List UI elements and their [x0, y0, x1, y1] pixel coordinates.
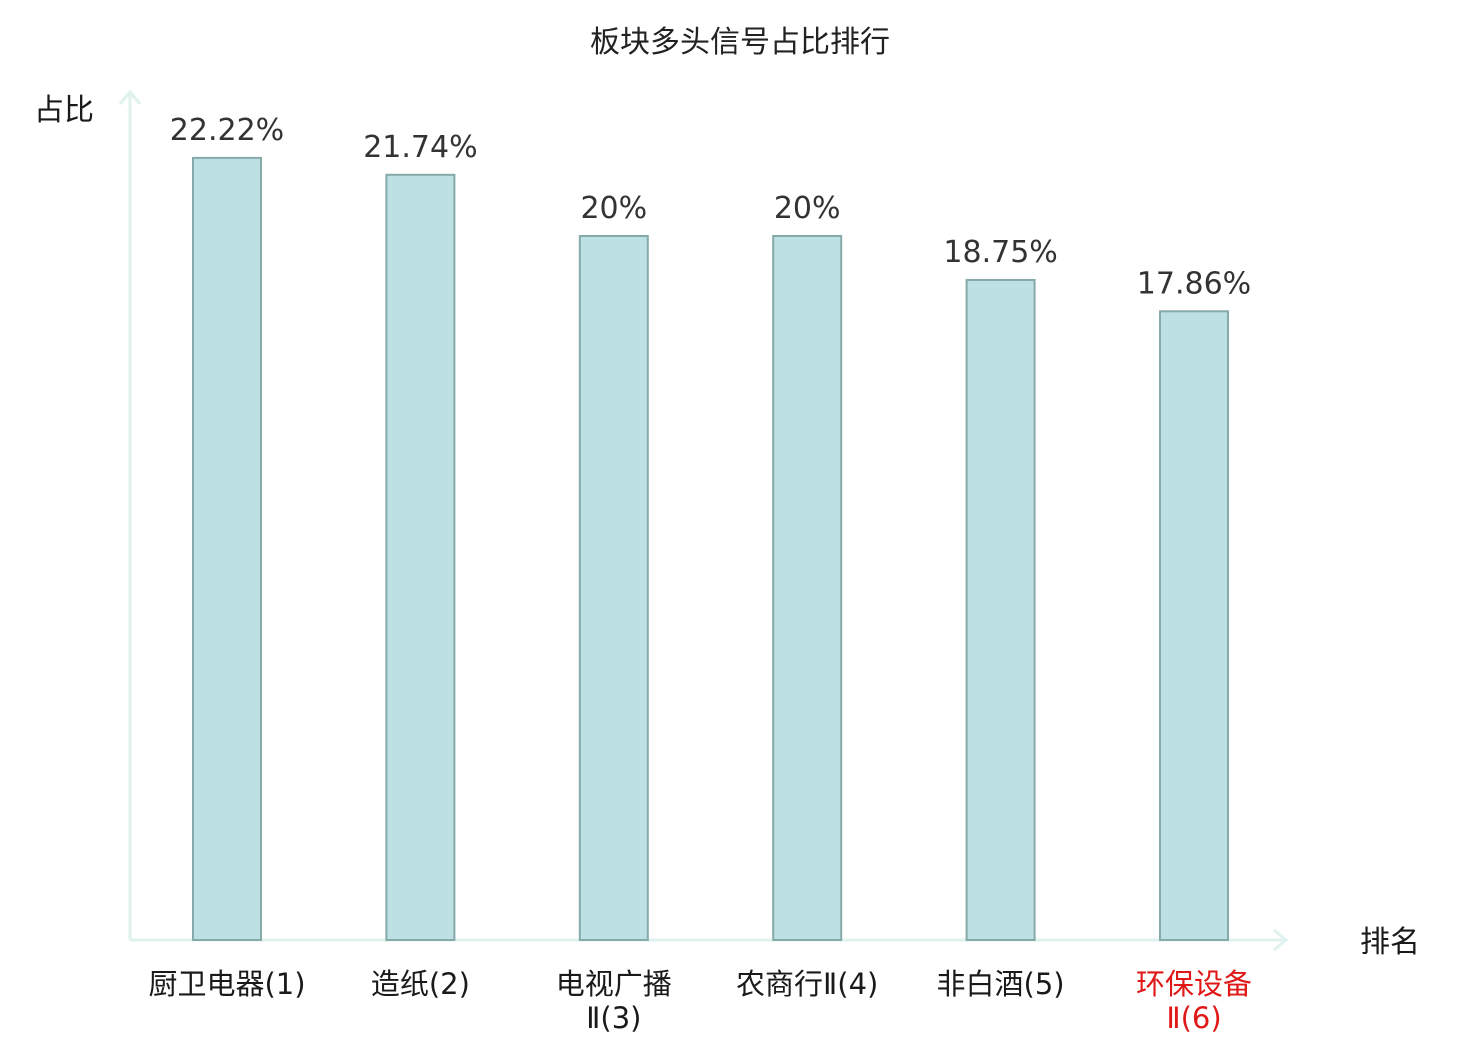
- category-label-5: 非白酒(5): [937, 967, 1065, 1001]
- value-label-1: 22.22%: [170, 113, 284, 148]
- value-label-5: 18.75%: [943, 235, 1057, 270]
- value-label-6: 17.86%: [1137, 266, 1251, 301]
- value-label-3: 20%: [580, 191, 647, 226]
- category-label-4: 农商行Ⅱ(4): [736, 967, 878, 1001]
- bar-2: [385, 173, 456, 942]
- x-axis-label: 排名: [1360, 925, 1420, 960]
- category-label-3-line-2: Ⅱ(3): [586, 1001, 641, 1035]
- category-label-3-line-1: 电视广播: [556, 967, 672, 1001]
- x-axis-arrow: [1273, 928, 1289, 952]
- value-label-4: 20%: [774, 191, 841, 226]
- category-label-2: 造纸(2): [371, 967, 470, 1001]
- category-label-1: 厨卫电器(1): [148, 967, 305, 1001]
- value-label-2: 21.74%: [363, 130, 477, 165]
- y-axis-arrow: [118, 89, 142, 105]
- chart-title: 板块多头信号占比排行: [590, 25, 890, 60]
- bar-3: [578, 235, 649, 941]
- category-label-6-line-1: 环保设备: [1136, 967, 1252, 1001]
- y-axis-label: 占比: [34, 93, 94, 128]
- bars: [192, 156, 1229, 942]
- value-labels: 22.22% 21.74% 20% 20% 18.75% 17.86%: [170, 113, 1251, 301]
- bar-4: [772, 235, 843, 941]
- bar-5: [965, 279, 1036, 941]
- bar-6: [1159, 310, 1229, 941]
- bar-1: [192, 156, 262, 941]
- axes: [118, 89, 1289, 952]
- category-label-6-line-2: Ⅱ(6): [1166, 1001, 1221, 1035]
